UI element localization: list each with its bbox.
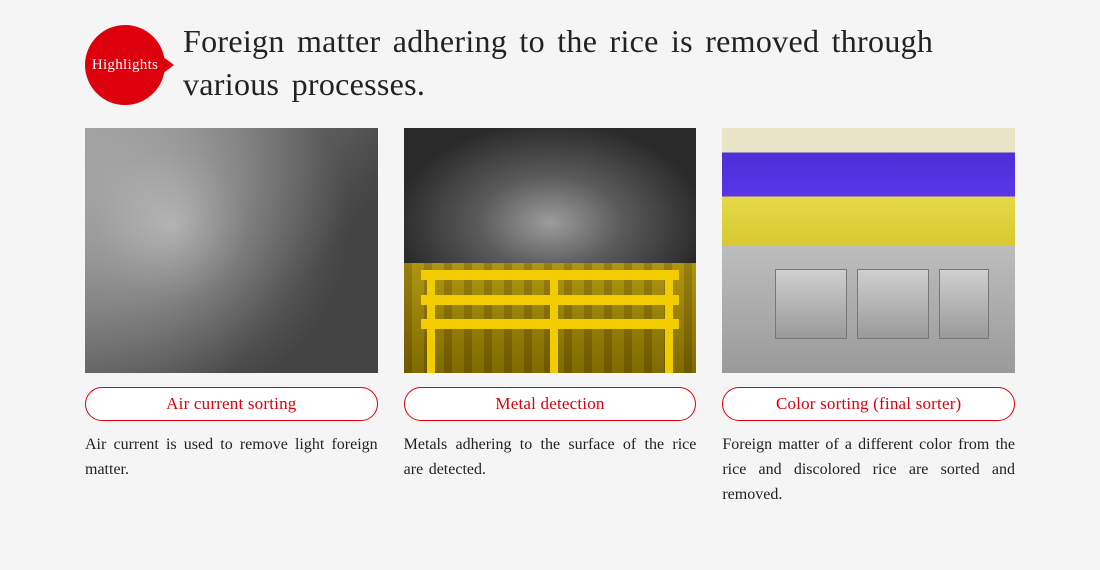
pill-metal-detection: Metal detection	[404, 387, 697, 421]
pill-air-current-sorting: Air current sorting	[85, 387, 378, 421]
photo-metal-detection	[404, 128, 697, 373]
pill-label: Metal detection	[495, 394, 604, 414]
infographic-container: Highlights Foreign matter adhering to th…	[0, 0, 1100, 528]
desc-color-sorting: Foreign matter of a different color from…	[722, 433, 1015, 507]
pill-label: Air current sorting	[166, 394, 296, 414]
pill-color-sorting: Color sorting (final sorter)	[722, 387, 1015, 421]
card-metal-detection: Metal detection Metals adhering to the s…	[404, 128, 697, 507]
highlights-badge-pointer	[162, 56, 174, 74]
pill-label: Color sorting (final sorter)	[776, 394, 961, 414]
headline-text: Foreign matter adhering to the rice is r…	[183, 20, 1015, 106]
photo-box	[775, 269, 847, 339]
photo-color-sorting	[722, 128, 1015, 373]
header-row: Highlights Foreign matter adhering to th…	[85, 20, 1015, 106]
photo-box	[857, 269, 929, 339]
card-air-current-sorting: Air current sorting Air current is used …	[85, 128, 378, 507]
highlights-badge-label: Highlights	[92, 57, 158, 74]
photo-post	[427, 270, 435, 373]
desc-air-current-sorting: Air current is used to remove light fore…	[85, 433, 378, 483]
cards-row: Air current sorting Air current is used …	[85, 128, 1015, 507]
photo-post	[550, 270, 558, 373]
photo-bg-dark	[404, 128, 697, 263]
photo-post	[665, 270, 673, 373]
photo-air-current-sorting	[85, 128, 378, 373]
highlights-badge: Highlights	[85, 25, 165, 105]
photo-box	[939, 269, 989, 339]
desc-metal-detection: Metals adhering to the surface of the ri…	[404, 433, 697, 483]
highlights-badge-circle: Highlights	[85, 25, 165, 105]
card-color-sorting: Color sorting (final sorter) Foreign mat…	[722, 128, 1015, 507]
